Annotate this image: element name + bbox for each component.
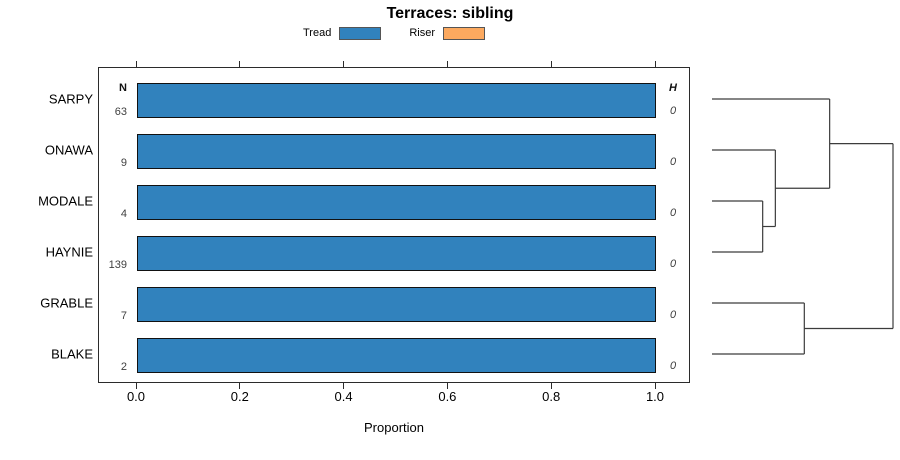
x-tick-label: 1.0	[645, 389, 665, 404]
proportion-bar	[137, 133, 656, 169]
category-label: SARPY	[48, 91, 93, 107]
n-value: 9	[120, 157, 127, 169]
h-value: 0	[669, 156, 677, 168]
tread-swatch	[339, 26, 382, 40]
x-tick	[654, 383, 656, 389]
x-tick-label: 0.0	[126, 389, 146, 404]
x-tick	[343, 383, 345, 389]
bar-segment-tread	[137, 337, 656, 373]
bar-segment-tread	[137, 286, 656, 322]
x-tick-label: 0.4	[334, 389, 353, 404]
x-tick	[239, 383, 241, 389]
proportion-bar	[137, 286, 656, 322]
category-label: BLAKE	[51, 346, 93, 362]
bar-segment-tread	[137, 82, 656, 118]
proportion-bar	[137, 337, 656, 373]
x-axis-label: Proportion	[364, 420, 424, 435]
bar-segment-tread	[137, 133, 656, 169]
x-tick	[135, 383, 137, 389]
x-tick	[550, 383, 552, 389]
x-tick	[239, 61, 241, 67]
x-tick-label: 0.6	[438, 389, 457, 404]
legend-item-riser: Riser	[409, 26, 485, 40]
n-value: 139	[108, 259, 127, 271]
plot-panel: 63 0 9 0 4 0 139 0 7 0 2 0 N H	[98, 67, 690, 383]
chart-title: Terraces: sibling	[386, 5, 514, 22]
n-value: 2	[120, 361, 127, 373]
proportion-bar	[137, 82, 656, 118]
category-label: GRABLE	[40, 295, 93, 311]
x-tick	[654, 61, 656, 67]
h-value: 0	[669, 309, 677, 321]
h-value: 0	[669, 360, 677, 372]
legend-label: Riser	[409, 27, 435, 39]
x-tick-label: 0.8	[542, 389, 561, 404]
x-tick	[343, 61, 345, 67]
category-label: ONAWA	[44, 142, 93, 158]
n-value: 63	[114, 106, 127, 118]
x-tick	[446, 383, 448, 389]
n-value: 7	[120, 310, 127, 322]
legend: Tread Riser	[98, 25, 690, 41]
proportion-bar	[137, 184, 656, 220]
x-tick	[550, 61, 552, 67]
category-label: MODALE	[38, 193, 93, 209]
legend-label: Tread	[303, 27, 332, 39]
h-column-header: H	[669, 82, 677, 94]
bar-segment-tread	[137, 184, 656, 220]
proportion-bar	[137, 235, 656, 271]
h-value: 0	[669, 207, 677, 219]
h-value: 0	[669, 105, 677, 117]
n-column-header: N	[119, 82, 127, 94]
legend-item-tread: Tread	[303, 26, 382, 40]
x-tick	[446, 61, 448, 67]
category-label: HAYNIE	[45, 244, 93, 260]
n-value: 4	[120, 208, 127, 220]
bar-segment-tread	[137, 235, 656, 271]
h-value: 0	[669, 258, 677, 270]
x-tick-label: 0.2	[230, 389, 249, 404]
riser-swatch	[443, 26, 485, 40]
x-tick	[135, 61, 137, 67]
